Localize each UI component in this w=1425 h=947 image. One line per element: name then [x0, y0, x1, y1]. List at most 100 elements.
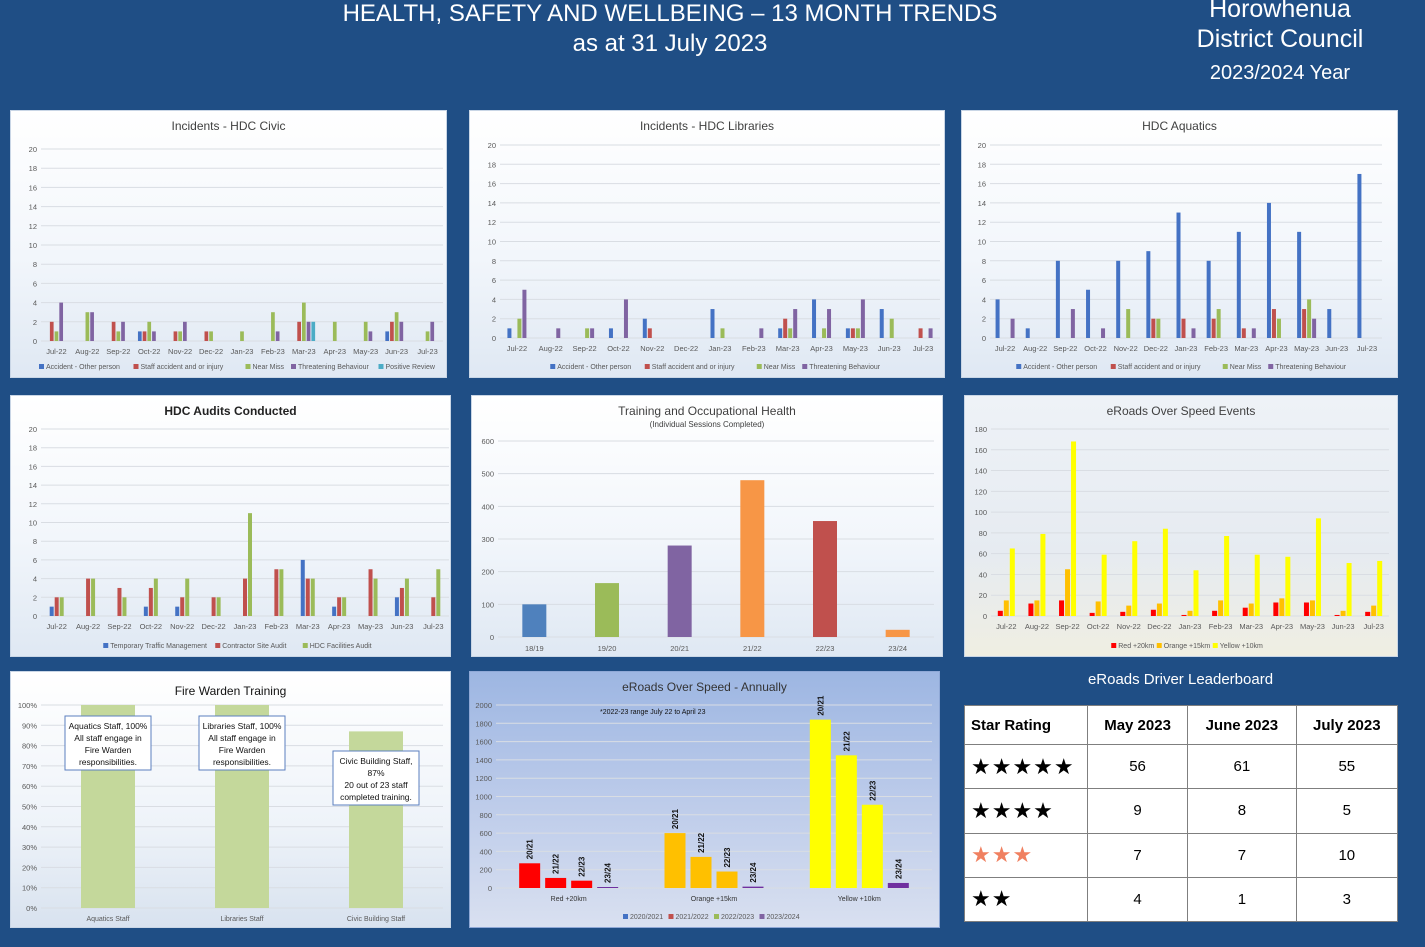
leaderboard-table: Star Rating May 2023 June 2023 July 2023… [964, 705, 1399, 923]
x-tick-label: 21/22 [743, 644, 762, 653]
legend-label: Staff accident and or injury [1118, 364, 1201, 371]
data-callout [64, 715, 152, 771]
y-tick-label: 4 [33, 299, 37, 308]
legend-label: Temporary Traffic Management [110, 643, 207, 650]
y-tick-label: 18 [29, 164, 37, 173]
legend-label: Staff accident and or injury [652, 364, 735, 371]
bar [590, 328, 595, 338]
x-tick-label: Sep-22 [1053, 344, 1077, 353]
bar [1095, 601, 1101, 616]
bar [117, 587, 122, 616]
bar [275, 331, 280, 341]
x-tick-label: Feb-23 [742, 344, 766, 353]
bar [1065, 569, 1071, 616]
leaderboard-row: ★★ 4 1 3 [964, 876, 1399, 923]
x-tick-label: Libraries Staff [220, 916, 263, 923]
bar [1216, 309, 1221, 338]
legend-label: Accident - Other person [557, 364, 631, 371]
bar [1254, 554, 1260, 616]
x-tick-label: Mar-23 [1239, 622, 1263, 631]
chart-title: HDC Aquatics [1142, 119, 1217, 133]
bar [850, 328, 855, 338]
bar [585, 328, 590, 338]
bar [300, 559, 305, 616]
x-tick-label: Jul-22 [995, 344, 1015, 353]
legend-swatch [39, 364, 44, 369]
x-tick-label: May-23 [353, 347, 378, 356]
y-tick-label: 1000 [475, 793, 492, 802]
y-tick-label: 6 [33, 279, 37, 288]
chart-title: HDC Audits Conducted [164, 404, 297, 418]
x-tick-label: Jun-23 [1325, 344, 1348, 353]
y-tick-label: 8 [33, 260, 37, 269]
cell-value: 7 [1086, 832, 1189, 878]
legend-swatch [1110, 364, 1116, 369]
legend-swatch [133, 364, 139, 369]
x-tick-label: Mar-23 [1234, 344, 1258, 353]
chart-canvas: 0 200 400 600 800 1000 1200 1400 1600 1800 2000 *20… [475, 695, 932, 921]
chart-title: eRoads Over Speed - Annually [622, 680, 787, 694]
y-tick-label: 80 [979, 529, 987, 538]
bar [175, 606, 180, 616]
x-tick-label: May-23 [1294, 344, 1319, 353]
y-tick-label: 400 [479, 847, 492, 856]
bar [887, 882, 909, 888]
bar [122, 597, 127, 616]
bar [85, 312, 90, 341]
x-tick-label: Jun-23 [385, 347, 408, 356]
legend-label: 2021/2022 [676, 914, 709, 921]
y-tick-label: 80% [22, 742, 37, 751]
legend-swatch [644, 364, 650, 369]
bar [363, 321, 368, 341]
x-tick-label: 22/23 [816, 644, 835, 653]
bar [394, 597, 399, 616]
chart-title: Fire Warden Training [174, 684, 287, 698]
y-tick-label: 60% [22, 782, 37, 791]
y-tick-label: 16 [29, 462, 37, 471]
legend-label: Orange +15km [1164, 643, 1211, 650]
header-july: July 2023 [1295, 705, 1399, 745]
x-tick-label: Apr-23 [328, 622, 351, 631]
org-line-1: Horowhenua [1209, 0, 1351, 23]
bar [59, 302, 64, 341]
leaderboard-row: ★★★ 7 7 10 [964, 832, 1399, 878]
bar [1162, 528, 1168, 616]
five-star-icon: ★★★★★ [964, 743, 1088, 790]
cell-value: 55 [1295, 743, 1399, 790]
x-tick-label: Oct-22 [607, 344, 630, 353]
x-tick-label: Jun-23 [390, 622, 413, 631]
y-tick-label: 180 [974, 425, 987, 434]
cell-value: 5 [1295, 788, 1399, 834]
x-tick-label: Jun-23 [1332, 622, 1355, 631]
x-tick-label: Jul-23 [913, 344, 933, 353]
bar-label: 21/22 [842, 731, 851, 752]
chart-incidents-civic: Incidents - HDC Civic 0 2 4 6 8 10 12 14 16 18 20 J… [10, 110, 447, 378]
bar [1365, 611, 1371, 616]
x-tick-label: Aug-22 [1025, 622, 1049, 631]
y-tick-label: 0 [33, 612, 37, 621]
legend-label: 2022/2023 [721, 914, 754, 921]
x-tick-label: Dec-22 [199, 347, 223, 356]
bar [185, 578, 190, 616]
bar [425, 331, 430, 341]
x-tick-label: Nov-22 [170, 622, 194, 631]
bar [305, 578, 310, 616]
y-tick-label: 2 [492, 315, 496, 324]
chart-aquatics: HDC Aquatics 0 2 4 6 8 10 12 14 16 18 20 Jul-22 Aug-… [961, 110, 1398, 378]
x-tick-label: Aquatics Staff [86, 916, 129, 923]
x-tick-label: Apr-23 [1271, 622, 1294, 631]
y-tick-label: 200 [479, 866, 492, 875]
x-tick-label: Apr-23 [324, 347, 347, 356]
y-tick-label: 10 [978, 238, 986, 247]
bar [204, 331, 209, 341]
legend-label: Red +20km [1118, 643, 1154, 650]
x-tick-label: Dec-22 [202, 622, 226, 631]
x-tick-label: Yellow +10km [838, 896, 881, 903]
bar [211, 597, 216, 616]
bar [1266, 202, 1271, 338]
bar [248, 513, 252, 616]
bar [173, 331, 178, 341]
chart-canvas: 0 2 4 6 8 10 12 14 16 18 20 Jul-22 Aug-22 Sep-22 Oct-2… [488, 141, 940, 371]
legend-swatch [302, 643, 308, 648]
bar [1089, 612, 1095, 616]
